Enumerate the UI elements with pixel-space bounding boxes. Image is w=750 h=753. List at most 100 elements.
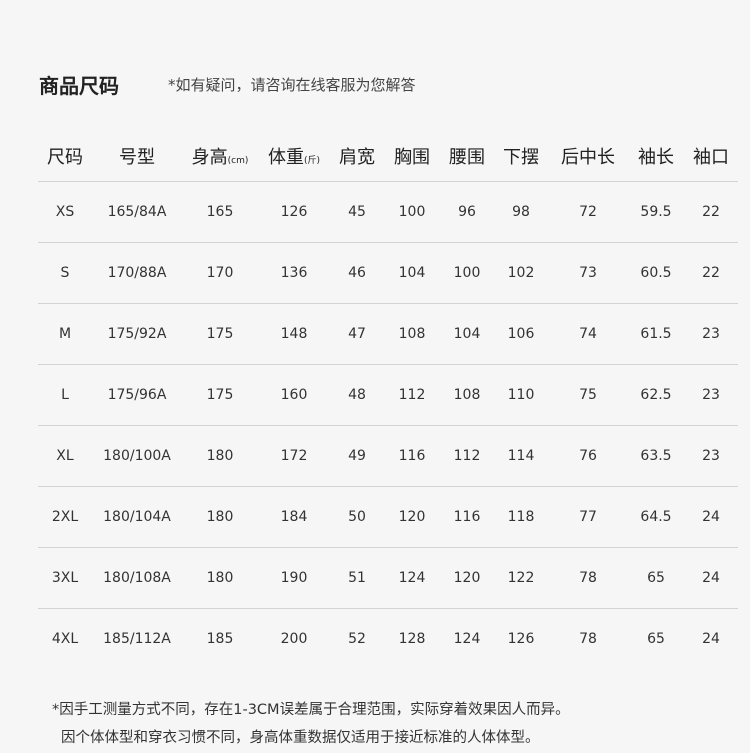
table-cell: 78 xyxy=(579,631,597,647)
table-cell: 4XL xyxy=(51,631,79,647)
table-cell: 77 xyxy=(548,486,628,548)
column-header: 尺码 xyxy=(38,130,92,182)
table-cell: 73 xyxy=(548,242,628,304)
table-cell: 180 xyxy=(182,425,258,487)
column-label: 体重 xyxy=(267,146,304,168)
table-cell: 102 xyxy=(494,242,548,304)
column-header: 胸围 xyxy=(384,130,440,182)
table-cell: 180/100A xyxy=(92,425,182,487)
table-cell: 116 xyxy=(440,486,494,548)
table-cell: 136 xyxy=(258,242,330,304)
table-cell: 45 xyxy=(330,181,384,243)
table-cell: 75 xyxy=(548,364,628,426)
table-cell: 72 xyxy=(548,181,628,243)
column-label: 胸围 xyxy=(394,146,430,168)
table-cell: 22 xyxy=(684,181,738,243)
table-cell: 78 xyxy=(548,547,628,609)
table-cell: 124 xyxy=(453,631,481,647)
table-row: 3XL 180/108A 180 190 51 124 120 122 78 65 24 xyxy=(38,547,738,609)
table-cell: 48 xyxy=(330,364,384,426)
table-cell: 24 xyxy=(684,486,738,548)
table-cell: 104 xyxy=(440,303,494,365)
table-cell: 62.5 xyxy=(628,364,684,426)
table-cell: 114 xyxy=(494,425,548,487)
column-label: 下摆 xyxy=(503,146,539,168)
table-row: 2XL 180/104A 180 184 50 120 116 118 77 64.5 24 xyxy=(38,486,738,548)
table-cell: 23 xyxy=(684,425,738,487)
table-cell: 65 xyxy=(647,631,665,647)
table-cell: 65 xyxy=(628,547,684,609)
table-cell: 108 xyxy=(384,303,440,365)
column-header: 体重(斤) xyxy=(258,130,330,182)
table-cell: 23 xyxy=(684,364,738,426)
column-header: 肩宽 xyxy=(330,130,384,182)
column-header: 腰围 xyxy=(440,130,494,182)
table-cell: 110 xyxy=(494,364,548,426)
table-row: S 170/88A 170 136 46 104 100 102 73 60.5 22 xyxy=(38,242,738,304)
table-row: XL 180/100A 180 172 49 116 112 114 76 63.5 23 xyxy=(38,425,738,487)
table-cell: 76 xyxy=(548,425,628,487)
table-cell: 172 xyxy=(258,425,330,487)
table-cell: 118 xyxy=(494,486,548,548)
column-label: 袖口 xyxy=(693,146,729,168)
column-header: 袖口 xyxy=(684,130,738,182)
table-row: XS 165/84A 165 126 45 100 96 98 72 59.5 22 xyxy=(38,181,738,243)
table-cell: 22 xyxy=(684,242,738,304)
table-cell: 64.5 xyxy=(628,486,684,548)
help-note: *如有疑问，请咨询在线客服为您解答 xyxy=(168,76,416,94)
table-cell: 3XL xyxy=(38,547,92,609)
table-cell: 165 xyxy=(182,181,258,243)
table-cell: 24 xyxy=(684,547,738,609)
column-unit: (斤) xyxy=(303,155,321,166)
header-row: 尺码 号型 身高(cm) 体重(斤) 肩宽 胸围 腰围 下摆 后中长 袖长 袖口 xyxy=(38,130,738,182)
table-cell: 46 xyxy=(330,242,384,304)
table-cell: 165/84A xyxy=(92,181,182,243)
table-cell: 124 xyxy=(384,547,440,609)
page-title: 商品尺码 xyxy=(39,74,119,98)
table-cell: 126 xyxy=(258,181,330,243)
table-cell: 116 xyxy=(384,425,440,487)
table-cell: 190 xyxy=(258,547,330,609)
table-cell: 122 xyxy=(494,547,548,609)
table-cell: 52 xyxy=(348,631,366,647)
table-cell: 175/92A xyxy=(92,303,182,365)
table-cell: 175 xyxy=(182,303,258,365)
table-cell: 160 xyxy=(258,364,330,426)
column-label: 身高 xyxy=(191,146,228,168)
table-cell: 2XL xyxy=(38,486,92,548)
table-cell: 175 xyxy=(182,364,258,426)
table-cell: 112 xyxy=(384,364,440,426)
table-cell: 51 xyxy=(330,547,384,609)
table-row: L 175/96A 175 160 48 112 108 110 75 62.5 23 xyxy=(38,364,738,426)
column-header: 袖长 xyxy=(628,130,684,182)
column-unit: (cm) xyxy=(227,155,249,166)
table-cell: 47 xyxy=(330,303,384,365)
table-cell: 185/112A xyxy=(103,631,171,647)
table-row: 4XL 185/112A 185 200 52 128 124 126 78 65 24 xyxy=(38,609,738,670)
table-cell: 180/108A xyxy=(92,547,182,609)
table-cell: 180 xyxy=(182,486,258,548)
table-cell: 100 xyxy=(440,242,494,304)
table-cell: XL xyxy=(38,425,92,487)
column-label: 肩宽 xyxy=(339,146,375,168)
table-cell: 108 xyxy=(440,364,494,426)
table-cell: 200 xyxy=(280,631,308,647)
column-header: 身高(cm) xyxy=(182,130,258,182)
table-cell: 98 xyxy=(494,181,548,243)
table-cell: 148 xyxy=(258,303,330,365)
table-cell: 120 xyxy=(384,486,440,548)
table-cell: L xyxy=(38,364,92,426)
table-cell: 180/104A xyxy=(92,486,182,548)
table-cell: 49 xyxy=(330,425,384,487)
footnote-1: *因手工测量方式不同，存在1-3CM误差属于合理范围，实际穿着效果因人而异。 xyxy=(52,702,570,718)
column-label: 后中长 xyxy=(561,146,615,168)
table-cell: 59.5 xyxy=(628,181,684,243)
table-cell: 175/96A xyxy=(92,364,182,426)
table-cell: 128 xyxy=(398,631,426,647)
footnote-2: 因个体体型和穿衣习惯不同，身高体重数据仅适用于接近标准的人体体型。 xyxy=(61,730,540,746)
table-cell: 180 xyxy=(182,547,258,609)
table-cell: XS xyxy=(38,181,92,243)
table-row: M 175/92A 175 148 47 108 104 106 74 61.5 23 xyxy=(38,303,738,365)
table-cell: 170/88A xyxy=(92,242,182,304)
table-cell: S xyxy=(38,242,92,304)
